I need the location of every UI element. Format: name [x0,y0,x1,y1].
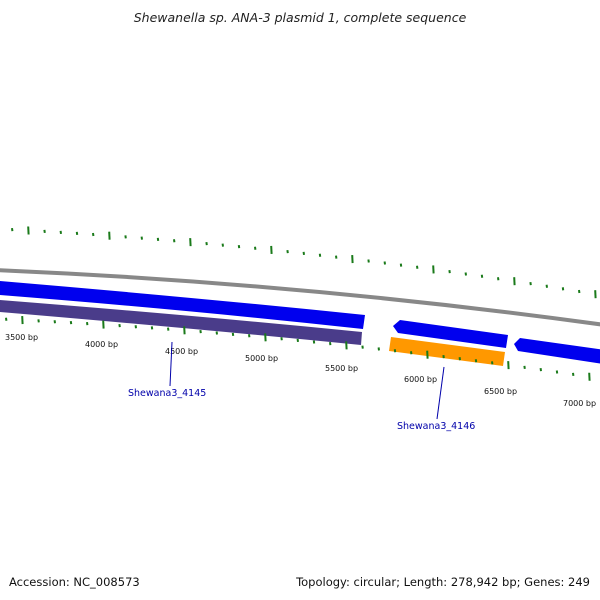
forward-gene-middle[interactable] [393,320,508,348]
reverse-gene-purple[interactable] [0,300,362,345]
scale-labels: 3500 bp 4000 bp 4500 bp 5000 bp 5500 bp 6000 … [5,333,596,408]
scale-label: 5500 bp [325,364,358,373]
scale-label: 3500 bp [5,333,38,342]
inner-tick-marks [5,315,591,381]
gene-label-4145[interactable]: Shewana3_4145 [128,388,206,399]
scale-label: 6000 bp [404,375,437,384]
gene-leader-4146 [436,366,445,420]
gene-label-4146[interactable]: Shewana3_4146 [397,421,475,432]
forward-gene-right[interactable] [514,338,600,364]
map-title: Shewanella sp. ANA-3 plasmid 1, complete… [133,10,467,25]
scale-label: 5000 bp [245,354,278,363]
scale-label: 4000 bp [85,340,118,349]
scale-label: 4500 bp [165,347,198,356]
reverse-gene-orange[interactable] [389,337,505,366]
outer-tick-marks [11,226,597,299]
topology-summary: Topology: circular; Length: 278,942 bp; … [296,575,590,589]
accession-text: Accession: NC_008573 [9,575,140,589]
scale-label: 7000 bp [563,399,596,408]
gene-leader-4145 [169,341,173,387]
sequence-backbone [0,268,600,327]
forward-gene-left[interactable] [0,281,365,329]
scale-label: 6500 bp [484,387,517,396]
